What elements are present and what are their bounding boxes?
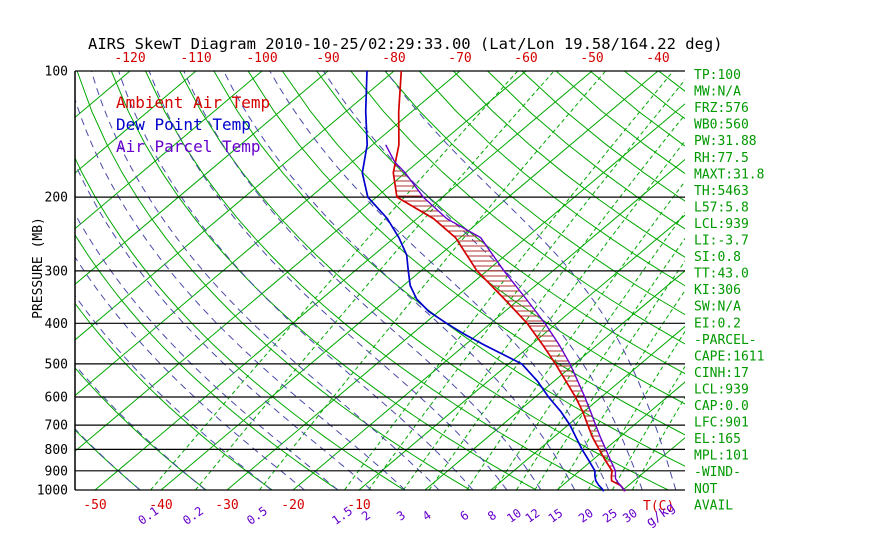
stats-line: PW:31.88: [694, 134, 757, 149]
parcel-curve: [385, 144, 626, 492]
stats-line: CINH:17: [694, 366, 749, 381]
mixing-ratio-label: 25: [600, 506, 620, 526]
top-temp-tick-label: -80: [382, 51, 405, 66]
bottom-temp-tick-label: -20: [281, 498, 304, 513]
bottom-temp-tick-label: -30: [215, 498, 238, 513]
ambient-temp-curve: [392, 71, 626, 492]
stats-line: FRZ:576: [694, 101, 749, 116]
mixing-ratio-label: 8: [485, 508, 499, 524]
mixing-ratio-label: 6: [457, 508, 471, 524]
stats-line: AVAIL: [694, 498, 733, 513]
legend-air-parcel-temp: Air Parcel Temp: [116, 137, 261, 156]
pressure-tick-label: 700: [45, 419, 68, 434]
stats-line: SW:N/A: [694, 300, 741, 315]
top-temp-tick-label: -60: [514, 51, 537, 66]
top-temp-tick-label: -50: [580, 51, 603, 66]
pressure-axis-label: PRESSURE (MB): [31, 217, 46, 319]
top-temp-tick-label: -100: [246, 51, 277, 66]
pressure-tick-label: 500: [45, 357, 68, 372]
mixing-ratio-label: 4: [420, 508, 434, 524]
stats-line: LI:-3.7: [694, 234, 749, 249]
stats-line: -PARCEL-: [694, 333, 757, 348]
stats-line: EI:0.2: [694, 316, 741, 331]
mixing-ratio-label: 30: [620, 506, 640, 526]
top-temp-tick-label: -40: [646, 51, 669, 66]
stats-line: LFC:901: [694, 416, 749, 431]
stats-line: TP:100: [694, 68, 741, 83]
pressure-tick-label: 800: [45, 443, 68, 458]
mixing-ratio-label: 3: [394, 508, 408, 524]
stats-line: MAXT:31.8: [694, 167, 764, 182]
mixing-ratio-label: 10: [504, 506, 524, 526]
pressure-tick-label: 200: [45, 191, 68, 206]
stats-line: L57:5.8: [694, 200, 749, 215]
sounding-curves: [361, 71, 626, 492]
stats-line: WB0:560: [694, 118, 749, 133]
stats-line: SI:0.8: [694, 250, 741, 265]
dewpoint-curve: [361, 71, 605, 492]
temp-unit-label: T(C): [643, 499, 674, 514]
mixing-ratio-label: 15: [546, 506, 566, 526]
bottom-temp-tick-label: -40: [149, 498, 172, 513]
stats-line: TT:43.0: [694, 267, 749, 282]
mixing-ratio-label: 0.2: [180, 504, 206, 528]
stats-line: TH:5463: [694, 184, 749, 199]
stats-line: CAPE:1611: [694, 349, 764, 364]
pressure-tick-label: 100: [45, 65, 68, 80]
bottom-temp-tick-label: -10: [347, 498, 370, 513]
legend-dew-point-temp: Dew Point Temp: [116, 115, 251, 134]
mixing-ratio-label: 0.5: [244, 504, 270, 528]
pressure-tick-label: 400: [45, 317, 68, 332]
legend-ambient-air-temp: Ambient Air Temp: [116, 93, 270, 112]
stats-line: CAP:0.0: [694, 399, 749, 414]
stats-line: LCL:939: [694, 217, 749, 232]
top-temp-tick-label: -70: [448, 51, 471, 66]
chart-title: AIRS SkewT Diagram 2010-10-25/02:29:33.0…: [88, 35, 723, 53]
tick-labels: 100 200 300 400 500 600 700 800 900 1000 -120 -110 -…: [37, 51, 765, 528]
pressure-grid-lines: [74, 70, 685, 491]
pressure-tick-label: 900: [45, 464, 68, 479]
stats-line: NOT: [694, 482, 718, 497]
cape-hatch-area: [393, 165, 616, 477]
stats-line: EL:165: [694, 432, 741, 447]
pressure-tick-label: 1000: [37, 484, 68, 499]
top-temp-tick-label: -120: [114, 51, 145, 66]
bottom-temp-tick-label: -50: [83, 498, 106, 513]
stats-line: -WIND-: [694, 465, 741, 480]
top-temp-tick-label: -110: [180, 51, 211, 66]
moist-adiabat-lines: [75, 71, 677, 490]
stats-line: MW:N/A: [694, 85, 741, 100]
stats-line: MPL:101: [694, 449, 749, 464]
pressure-tick-label: 300: [45, 264, 68, 279]
pressure-tick-label: 600: [45, 391, 68, 406]
mixing-ratio-label: 2: [359, 508, 373, 524]
stats-line: LCL:939: [694, 382, 749, 397]
mixing-ratio-label: 20: [576, 506, 596, 526]
stats-line: KI:306: [694, 283, 741, 298]
stats-line: RH:77.5: [694, 151, 749, 166]
mixing-ratio-label: 12: [523, 506, 543, 526]
top-temp-tick-label: -90: [316, 51, 339, 66]
